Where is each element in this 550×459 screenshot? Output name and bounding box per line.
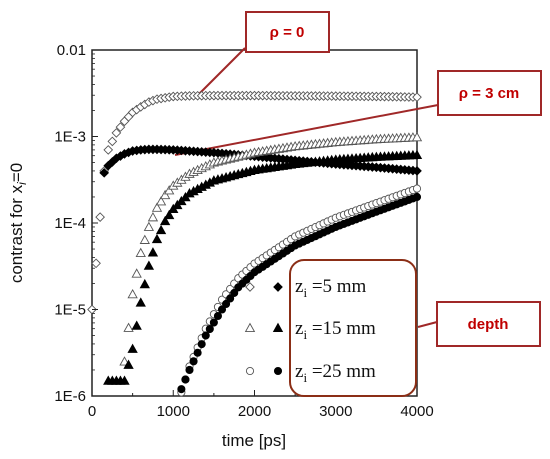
callout-line-depth [417, 321, 438, 328]
data-point-triangle [119, 375, 130, 385]
callout-rho0: ρ = 0 [245, 11, 330, 53]
data-point-triangle [131, 268, 142, 278]
data-point-triangle [411, 149, 423, 160]
data-point-circle [412, 184, 422, 193]
data-point-diamond [99, 168, 110, 178]
y-tick-label: 1E-5 [54, 302, 86, 319]
data-point-circle [222, 299, 231, 309]
legend-entry-25mm: zi =25 mm [295, 361, 376, 385]
data-point-circle [205, 324, 214, 334]
series-triangle-open-15mm [119, 131, 423, 366]
svg-text:ρ = 3 cm: ρ = 3 cm [459, 85, 520, 102]
data-point-triangle [127, 288, 138, 299]
legend-box [289, 259, 417, 397]
data-point-triangle [151, 202, 163, 212]
y-tick-label: 0.01 [57, 42, 86, 59]
y-tick-label: 1E-3 [54, 129, 86, 146]
data-point-triangle [139, 278, 150, 289]
data-point-triangle [155, 224, 167, 235]
legend: zi =5 mm zi =15 mm zi =25 mm [244, 259, 417, 397]
x-axis-ticks: 0 1000 2000 3000 4000 [88, 390, 434, 420]
callout-line-rho3 [174, 104, 439, 156]
legend-triangle-open-icon [244, 322, 256, 332]
legend-triangle-filled-icon [272, 322, 284, 332]
data-point-circle [213, 311, 222, 321]
data-point-circle [181, 375, 190, 384]
data-point-circle [185, 365, 194, 375]
data-point-triangle [164, 185, 175, 195]
data-point-triangle [123, 359, 134, 369]
data-point-circle [193, 348, 202, 357]
y-axis-ticks: 1E-6 1E-5 1E-4 1E-3 0.01 [54, 42, 98, 405]
data-point-circle [226, 294, 235, 303]
series-circle-filled-25mm [177, 192, 422, 394]
data-point-diamond [107, 136, 118, 147]
callout-rho3: ρ = 3 cm [437, 70, 542, 116]
data-point-diamond [412, 166, 422, 176]
data-point-triangle [131, 320, 142, 330]
data-point-circle [412, 192, 422, 202]
series-triangle-filled-15mm [103, 149, 423, 385]
data-point-triangle [411, 131, 423, 142]
data-point-triangle [159, 215, 171, 226]
data-point-triangle [143, 260, 155, 270]
x-tick-label: 1000 [157, 403, 190, 420]
data-point-triangle [123, 322, 134, 332]
data-point-triangle [147, 247, 159, 257]
x-tick-label: 3000 [319, 403, 352, 420]
data-point-diamond [111, 128, 122, 138]
data-point-diamond [91, 258, 101, 269]
callout-line-rho0 [194, 47, 246, 99]
data-point-circle [209, 318, 218, 327]
legend-circle-filled-icon [273, 366, 283, 376]
legend-diamond-open-icon [245, 282, 255, 292]
data-point-circle [217, 305, 227, 314]
data-point-triangle [143, 221, 155, 231]
y-tick-label: 1E-6 [54, 388, 86, 405]
data-point-diamond [412, 92, 422, 102]
data-point-triangle [147, 212, 159, 222]
data-point-triangle [135, 297, 146, 307]
legend-markers [244, 282, 284, 376]
x-tick-label: 4000 [400, 403, 433, 420]
data-point-diamond [115, 122, 126, 132]
legend-entry-5mm: zi =5 mm [295, 276, 367, 300]
x-tick-label: 2000 [238, 403, 271, 420]
y-tick-label: 1E-4 [54, 215, 86, 232]
legend-circle-open-icon [245, 366, 255, 376]
x-tick-label: 0 [88, 403, 96, 420]
data-point-triangle [135, 247, 146, 257]
data-point-circle [177, 385, 186, 394]
data-point-diamond [103, 145, 114, 155]
callout-depth: depth [436, 301, 541, 347]
x-axis-title: time [ps] [222, 431, 286, 450]
data-point-triangle [159, 189, 171, 200]
series-diamond-open-5mm [87, 90, 422, 315]
data-point-triangle [127, 343, 138, 353]
data-point-triangle [155, 196, 167, 206]
data-point-triangle [139, 234, 150, 244]
svg-text:depth: depth [468, 316, 509, 333]
data-point-circle [201, 331, 210, 340]
data-point-circle [230, 288, 239, 297]
data-point-circle [189, 357, 198, 366]
data-markers [87, 90, 423, 397]
svg-text:ρ = 0: ρ = 0 [270, 24, 305, 41]
data-point-triangle [164, 209, 175, 220]
data-point-diamond [95, 212, 105, 222]
legend-entry-15mm: zi =15 mm [295, 318, 376, 342]
legend-diamond-filled-icon [273, 282, 283, 292]
y-axis-title: contrast for xi=0 [7, 163, 29, 283]
data-point-triangle [151, 233, 163, 244]
data-point-circle [197, 340, 206, 349]
